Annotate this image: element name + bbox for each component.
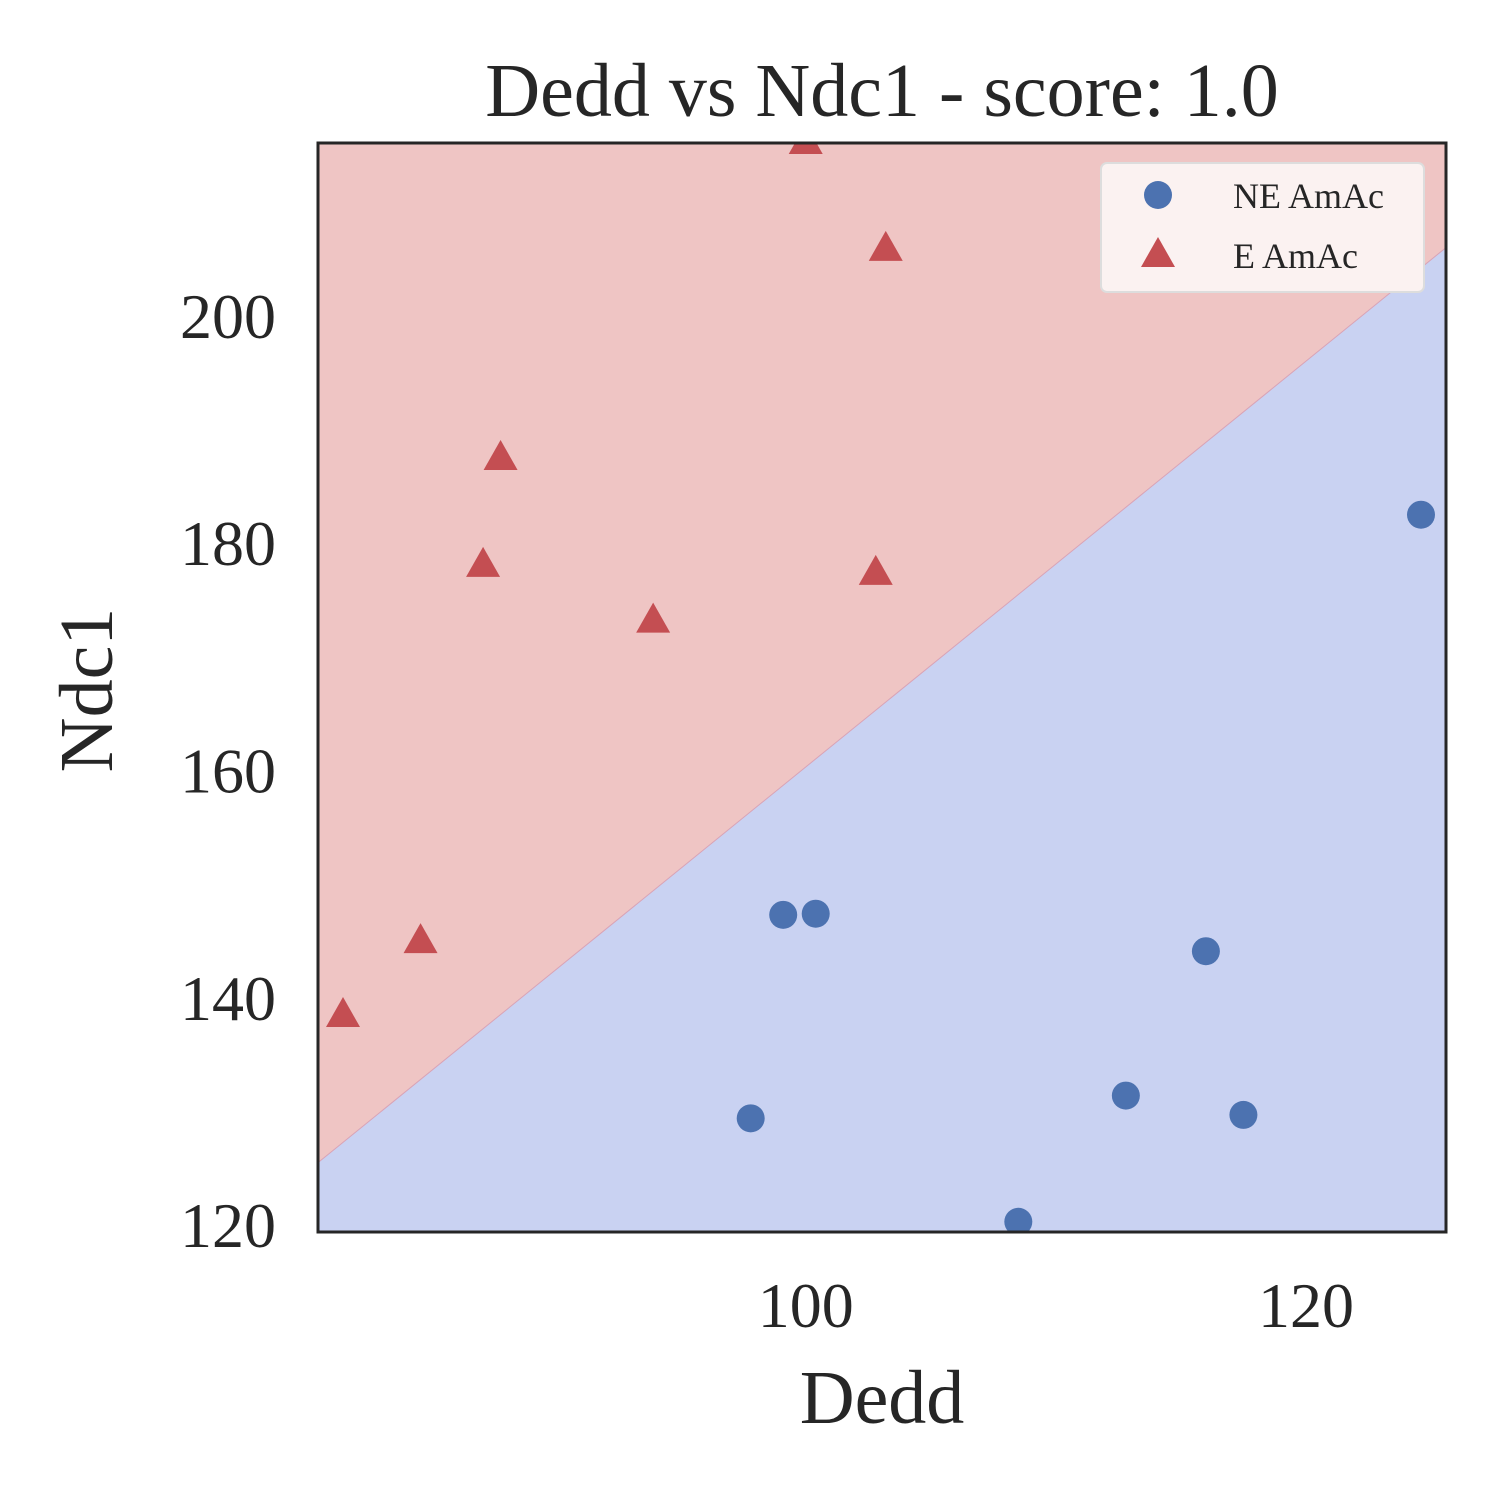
y-tick-label-200: 200 [180, 281, 276, 352]
x-tick-label-100: 100 [758, 1270, 854, 1341]
point-e-amac-3 [483, 440, 518, 471]
region-ne-amac [318, 247, 1446, 1232]
chart-title: Dedd vs Ndc1 - score: 1.0 [485, 49, 1279, 133]
x-axis-ticks: 100 120 [758, 1270, 1354, 1341]
y-tick-label-140: 140 [180, 963, 276, 1034]
plot-area [318, 143, 1446, 1232]
point-ne-amac-0 [736, 1104, 765, 1133]
point-ne-amac-7 [1406, 500, 1435, 529]
point-ne-amac-2 [801, 899, 830, 928]
y-axis-ticks: 120 140 160 180 200 [180, 281, 276, 1261]
point-ne-amac-5 [1191, 937, 1220, 966]
legend-label-e-amac: E AmAc [1233, 236, 1358, 276]
x-tick-label-120: 120 [1258, 1270, 1354, 1341]
y-tick-label-180: 180 [180, 508, 276, 579]
data-points [326, 143, 1435, 1232]
decision-boundary-line [318, 247, 1446, 1164]
point-e-amac-4 [636, 602, 671, 633]
legend-label-ne-amac: NE AmAc [1233, 176, 1384, 216]
legend-marker-ne-amac [1144, 181, 1172, 209]
point-e-amac-0 [326, 997, 361, 1028]
point-e-amac-7 [868, 230, 903, 261]
plot-frame [316, 141, 1448, 1234]
point-e-amac-6 [858, 554, 893, 585]
point-ne-amac-4 [1111, 1081, 1140, 1110]
legend-box [1100, 162, 1425, 293]
point-ne-amac-6 [1229, 1100, 1258, 1129]
region-e-amac [318, 143, 1446, 1163]
y-tick-label-120: 120 [180, 1190, 276, 1261]
x-axis-label: Dedd [800, 1356, 965, 1440]
y-axis-label: Ndc1 [45, 608, 129, 773]
point-ne-amac-1 [769, 900, 798, 929]
point-ne-amac-3 [1004, 1207, 1033, 1232]
y-tick-label-160: 160 [180, 735, 276, 806]
point-e-amac-1 [403, 923, 438, 954]
legend-marker-e-amac [1141, 237, 1175, 267]
point-e-amac-2 [466, 546, 501, 577]
legend: NE AmAc E AmAc [1100, 162, 1425, 293]
point-e-amac-5 [788, 143, 823, 154]
